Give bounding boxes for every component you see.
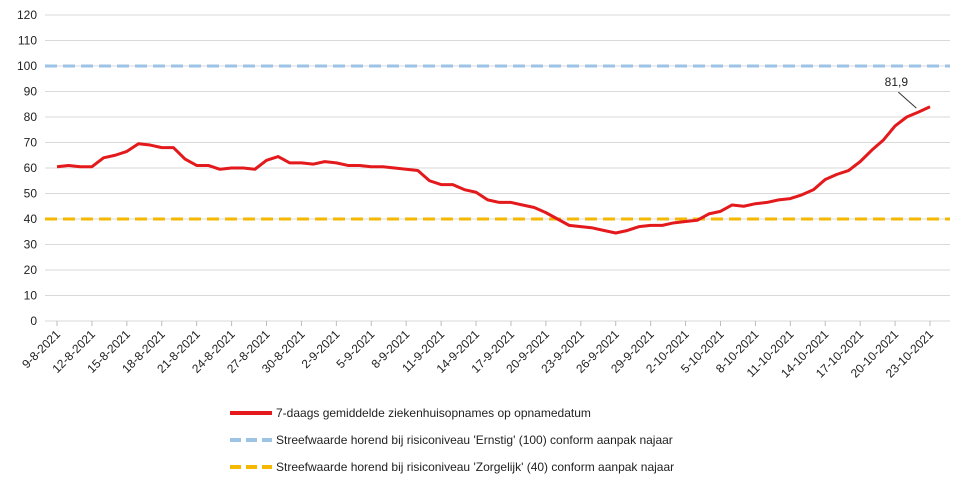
y-tick-label: 0: [30, 314, 37, 328]
legend-label: Streefwaarde horend bij risiconiveau 'Er…: [276, 433, 673, 447]
y-tick-label: 20: [24, 263, 38, 277]
y-tick-label: 10: [24, 289, 38, 303]
y-tick-label: 30: [24, 238, 38, 252]
legend-label: 7-daags gemiddelde ziekenhuisopnames op …: [276, 406, 591, 420]
y-tick-label: 70: [24, 136, 38, 150]
y-tick-label: 60: [24, 161, 38, 175]
legend-label: Streefwaarde horend bij risiconiveau 'Zo…: [276, 460, 674, 474]
annotation-arrow: [898, 91, 917, 109]
y-tick-label: 40: [24, 212, 38, 226]
data-line: [56, 105, 931, 235]
y-tick-label: 120: [17, 8, 37, 22]
y-tick-label: 100: [17, 59, 37, 73]
y-tick-label: 80: [24, 110, 38, 124]
y-tick-label: 110: [18, 34, 37, 48]
value-label: 81,9: [885, 75, 909, 89]
y-tick-label: 50: [24, 187, 38, 201]
y-tick-label: 90: [24, 85, 38, 99]
